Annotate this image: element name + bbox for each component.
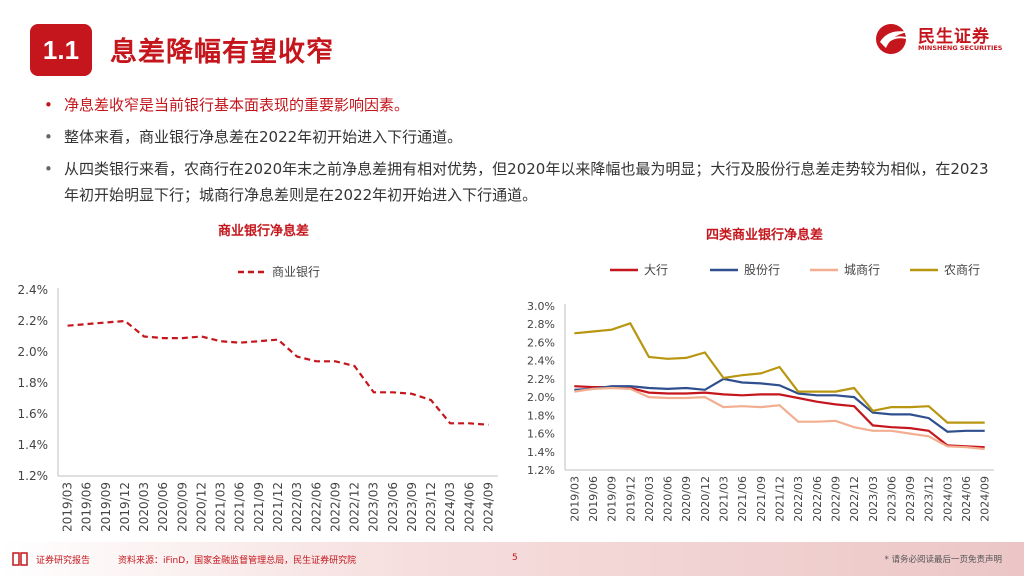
- section-number-badge: 1.1: [30, 24, 92, 76]
- chart2-plot-group: 3.0% 2.8% 2.6% 2.4% 2.2% 2.0% 1.8% 1.6% 1.4% 1.2%…: [527, 262, 994, 522]
- page-number: 5: [512, 553, 518, 563]
- chart1-x-tick-label: 2020/12: [194, 482, 208, 532]
- bullet-list: 净息差收窄是当前银行基本面表现的重要影响因素。 整体来看，商业银行净息差在202…: [42, 92, 992, 214]
- chart2-x-tick-label: 2021/12: [774, 476, 787, 522]
- chart1-x-tick-label: 2020/03: [137, 482, 151, 532]
- chart1-x-tick-label: 2023/06: [386, 482, 400, 532]
- chart1-x-tick-label: 2023/03: [367, 482, 381, 532]
- chart-2-title: 四类商业银行净息差: [706, 228, 824, 243]
- chart1-x-tick-label: 2022/06: [309, 482, 323, 532]
- chart1-x-tick-label: 2019/03: [61, 482, 75, 532]
- chart2-x-tick-label: 2023/06: [885, 476, 898, 522]
- chart1-y-tick-label: 2.2%: [18, 314, 49, 328]
- chart2-y-tick-label: 2.8%: [527, 318, 555, 331]
- chart2-x-tick-label: 2023/09: [904, 476, 917, 522]
- chart2-y-tick-label: 1.8%: [527, 409, 555, 422]
- logo-text-cn: 民生证券: [918, 27, 990, 47]
- chart1-x-tick-label: 2019/06: [80, 482, 94, 532]
- chart-2: 3.0% 2.8% 2.6% 2.4% 2.2% 2.0% 1.8% 1.6% 1.4% 1.2%…: [527, 262, 994, 522]
- chart2-legend-label: 大行: [644, 263, 668, 277]
- chart2-legend-label: 农商行: [944, 262, 980, 277]
- chart2-x-tick-label: 2019/06: [587, 476, 600, 522]
- chart2-x-tick-label: 2023/03: [867, 476, 880, 522]
- chart2-x-tick-label: 2021/03: [718, 476, 731, 522]
- chart2-x-tick-label: 2024/09: [979, 476, 992, 522]
- chart1-x-tick-label: 2024/06: [462, 482, 476, 532]
- chart-1-title: 商业银行净息差: [218, 224, 310, 239]
- chart1-x-tick-label: 2021/06: [233, 482, 247, 532]
- chart1-x-tick-label: 2021/12: [271, 482, 285, 532]
- chart1-y-tick-label: 1.4%: [18, 438, 49, 452]
- chart2-y-tick-label: 2.4%: [527, 355, 555, 368]
- brand-logo: 民生证券 MINSHENG SECURITIES: [874, 22, 1003, 56]
- data-source: 资料来源：iFinD，国家金融监督管理总局，民生证券研究院: [118, 556, 357, 566]
- chart2-x-tick-label: 2020/06: [662, 476, 675, 522]
- chart2-y-tick-label: 2.2%: [527, 373, 555, 386]
- chart2-x-tick-label: 2022/12: [848, 476, 861, 522]
- bullet-item: 从四类银行来看，农商行在2020年末之前净息差拥有相对优势，但2020年以来降幅…: [42, 156, 992, 208]
- chart1-x-tick-label: 2023/12: [424, 482, 438, 532]
- chart2-x-tick-label: 2022/09: [829, 476, 842, 522]
- chart1-x-tick-label: 2019/12: [118, 482, 132, 532]
- chart2-x-tick-label: 2022/03: [792, 476, 805, 522]
- chart2-x-tick-label: 2020/03: [643, 476, 656, 522]
- chart2-x-tick-label: 2019/03: [568, 476, 581, 522]
- chart1-y-tick-label: 1.6%: [18, 407, 49, 421]
- chart1-y-tick-label: 1.8%: [18, 376, 49, 390]
- chart2-y-tick-label: 1.6%: [527, 428, 555, 441]
- chart1-y-tick-label: 1.2%: [18, 469, 49, 483]
- chart2-y-tick-label: 1.4%: [527, 446, 555, 459]
- chart2-x-tick-label: 2020/09: [680, 476, 693, 522]
- chart1-x-tick-label: 2022/12: [348, 482, 362, 532]
- chart2-x-tick-label: 2024/03: [941, 476, 954, 522]
- chart2-x-tick-label: 2023/12: [923, 476, 936, 522]
- chart-1: 2.4% 2.2% 2.0% 1.8% 1.6% 1.4% 1.2% 2019/03 2019/…: [18, 264, 498, 532]
- chart2-x-tick-label: 2020/12: [699, 476, 712, 522]
- chart2-y-tick-label: 3.0%: [527, 300, 555, 313]
- footer-label: 证券研究报告: [36, 556, 91, 566]
- chart2-series-line-2: [574, 386, 985, 451]
- chart2-legend-label: 股份行: [744, 263, 780, 277]
- chart1-legend-label: 商业银行: [272, 264, 320, 279]
- chart2-x-tick-label: 2021/06: [736, 476, 749, 522]
- chart1-series-line-0: [67, 319, 489, 426]
- chart1-x-tick-label: 2020/09: [175, 482, 189, 532]
- chart1-x-tick-label: 2023/09: [405, 482, 419, 532]
- page-title: 息差降幅有望收窄: [110, 37, 334, 68]
- chart2-series-line-3: [574, 321, 985, 424]
- chart1-x-tick-label: 2020/06: [156, 482, 170, 532]
- disclaimer: * 请务必阅读最后一页免责声明: [884, 555, 1002, 565]
- chart1-x-tick-label: 2024/09: [481, 482, 495, 532]
- chart1-y-tick-label: 2.4%: [18, 283, 49, 297]
- chart2-x-tick-label: 2022/06: [811, 476, 824, 522]
- section-number: 1.1: [42, 34, 80, 65]
- chart2-x-tick-label: 2019/12: [624, 476, 637, 522]
- chart1-y-tick-label: 2.0%: [18, 345, 49, 359]
- bullet-item: 净息差收窄是当前银行基本面表现的重要影响因素。: [42, 92, 992, 118]
- chart1-x-tick-label: 2022/09: [328, 482, 342, 532]
- chart2-legend-label: 城商行: [844, 262, 880, 277]
- footer-bar: 证券研究报告 资料来源：iFinD，国家金融监督管理总局，民生证券研究院 5 *…: [0, 542, 1024, 576]
- chart2-y-tick-label: 2.6%: [527, 336, 555, 349]
- chart1-x-tick-label: 2019/09: [99, 482, 113, 532]
- chart1-x-tick-label: 2021/03: [214, 482, 228, 532]
- logo-mark-icon: [876, 24, 908, 54]
- chart1-x-tick-label: 2021/09: [252, 482, 266, 532]
- chart1-x-tick-label: 2024/03: [443, 482, 457, 532]
- chart1-x-tick-label: 2022/03: [290, 482, 304, 532]
- chart2-x-tick-label: 2024/06: [960, 476, 973, 522]
- chart2-y-tick-label: 2.0%: [527, 391, 555, 404]
- chart2-x-tick-label: 2021/09: [755, 476, 768, 522]
- bullet-item: 整体来看，商业银行净息差在2022年初开始进入下行通道。: [42, 124, 992, 150]
- book-icon: [12, 552, 28, 566]
- chart2-y-tick-label: 1.2%: [527, 464, 555, 477]
- chart2-x-tick-label: 2019/09: [606, 476, 619, 522]
- logo-text-en: MINSHENG SECURITIES: [918, 44, 1003, 52]
